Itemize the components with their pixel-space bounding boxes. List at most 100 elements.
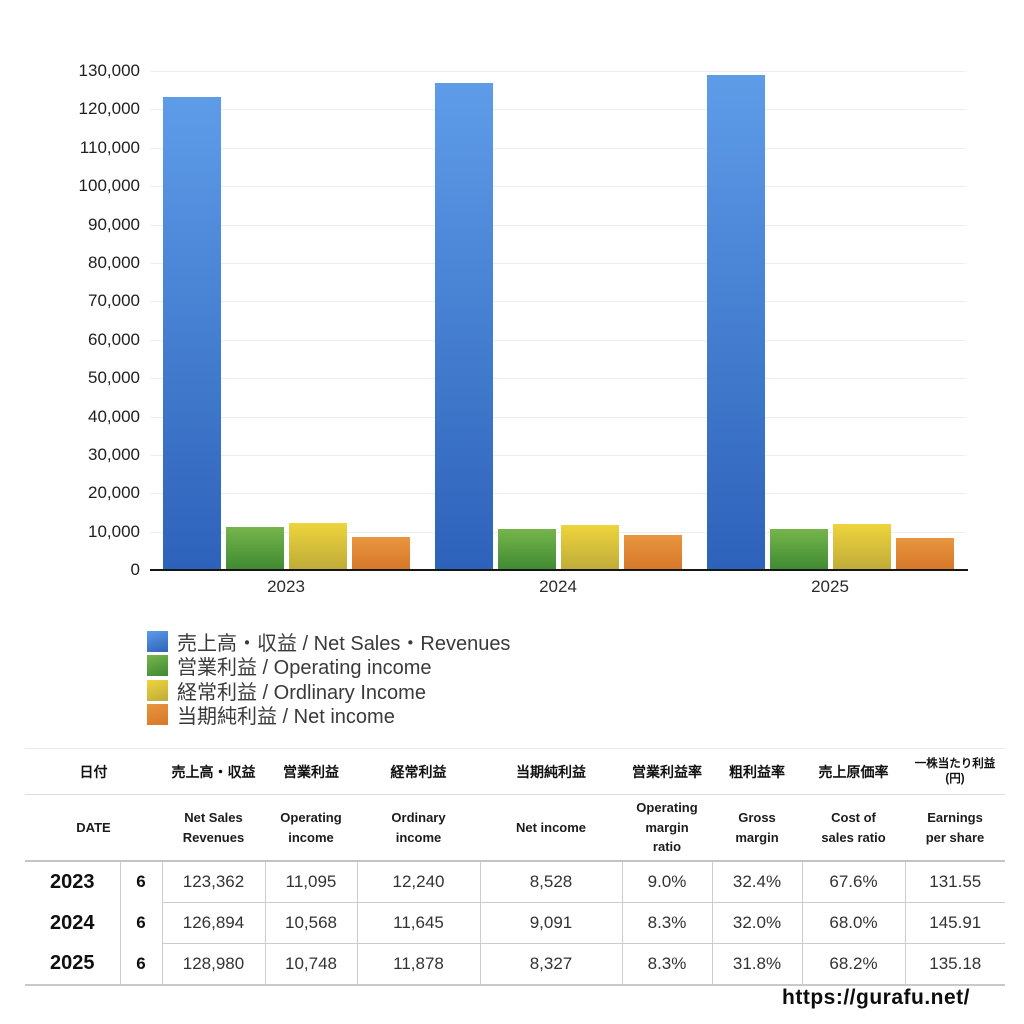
- table-header-jp-8: 売上原価率: [802, 748, 905, 795]
- table-header-en-5: Net income: [480, 794, 622, 862]
- site-url[interactable]: https://gurafu.net/: [782, 986, 970, 1009]
- y-axis-tick-label: 20,000: [88, 483, 140, 503]
- table-header-jp-1: 日付: [25, 748, 162, 795]
- bar-series3-2023: [288, 523, 347, 570]
- gridline: [150, 416, 966, 418]
- y-axis-tick-label: 130,000: [78, 61, 140, 80]
- table-header-jp-2: 売上高・収益: [162, 748, 265, 795]
- legend-swatch-icon: [147, 630, 168, 652]
- y-axis-tick-label: 90,000: [88, 214, 140, 234]
- cell-value-7: 68.0%: [801, 902, 905, 944]
- y-axis-tick-label: 40,000: [88, 406, 140, 426]
- bar-series3-2024: [560, 525, 619, 570]
- y-axis-tick-label: 60,000: [88, 329, 140, 349]
- table-header-jp-7: 粗利益率: [712, 748, 802, 795]
- bar-series3-2025: [832, 524, 891, 570]
- gridline: [150, 339, 966, 341]
- y-axis-tick-label: 10,000: [88, 521, 140, 541]
- cell-year: 2023: [50, 870, 95, 893]
- y-axis-tick-label: 110,000: [79, 137, 140, 157]
- legend-label: 営業利益 / Operating income: [177, 657, 432, 680]
- bar-series2-2023: [225, 527, 284, 570]
- bar-series1-2023: [162, 96, 221, 570]
- y-axis-tick-label: 120,000: [78, 99, 140, 119]
- x-axis-line: [150, 569, 968, 571]
- table-row-2024: 2024 6 126,894 10,568 11,645 9,091 8.3% 32.0% 68…: [25, 902, 1005, 944]
- table-header-en-2: Net Sales Revenues: [162, 794, 265, 862]
- cell-value-1: 128,980: [161, 943, 265, 986]
- bar-series4-2024: [623, 535, 682, 570]
- table-header-en-1: DATE: [25, 794, 162, 862]
- gridline: [150, 301, 966, 303]
- legend-label: 売上高・収益 / Net Sales・Revenues: [177, 632, 511, 655]
- table-header-jp-5: 当期純利益: [480, 748, 622, 795]
- bar-series2-2024: [497, 529, 556, 570]
- bar-series2-2025: [769, 528, 828, 570]
- legend-item-4: 当期純利益 / Net income: [147, 703, 510, 728]
- table-header-en-6: Operating margin ratio: [622, 794, 712, 862]
- table-header-jp-3: 営業利益: [265, 748, 357, 795]
- gridline: [150, 224, 966, 226]
- table-row-2023: 2023 6 123,362 11,095 12,240 8,528 9.0% 32.4% 67…: [25, 861, 1005, 903]
- legend-item-3: 経常利益 / Ordlinary Income: [147, 678, 510, 704]
- cell-value-2: 11,095: [264, 861, 357, 903]
- cell-value-6: 32.4%: [711, 861, 802, 903]
- cell-month: 6: [119, 902, 163, 944]
- chart-legend: 売上高・収益 / Net Sales・Revenues 営業利益 / Operat…: [147, 629, 511, 728]
- gridline: [150, 493, 966, 495]
- cell-month: 6: [119, 861, 163, 903]
- x-axis-tick-label: 2024: [539, 577, 577, 596]
- cell-value-7: 67.6%: [801, 861, 905, 903]
- legend-swatch-icon: [147, 679, 168, 701]
- cell-value-3: 12,240: [356, 861, 480, 903]
- cell-value-1: 123,362: [161, 861, 265, 903]
- legend-swatch-icon: [147, 655, 168, 677]
- table-header-en-3: Operating income: [265, 794, 357, 862]
- cell-value-4: 9,091: [479, 902, 622, 944]
- gridline: [150, 454, 966, 456]
- y-axis-tick-label: 0: [130, 560, 140, 579]
- cell-value-8: 145.91: [904, 902, 1005, 944]
- table-header-en-9: Earnings per share: [905, 794, 1005, 862]
- table-header-jp-4: 経常利益: [357, 748, 480, 795]
- cell-value-2: 10,568: [264, 902, 357, 944]
- cell-value-1: 126,894: [161, 902, 265, 944]
- table-header-en-8: Cost of sales ratio: [802, 794, 905, 862]
- y-axis-tick-label: 70,000: [88, 291, 140, 311]
- legend-item-2: 営業利益 / Operating income: [147, 654, 510, 679]
- legend-label: 当期純利益 / Net income: [177, 706, 395, 729]
- cell-month: 6: [119, 943, 163, 986]
- bar-series1-2024: [434, 82, 493, 570]
- cell-value-5: 8.3%: [621, 943, 712, 986]
- table-header-en-7: Gross margin: [712, 794, 802, 862]
- cell-year: 2024: [50, 911, 95, 934]
- cell-value-3: 11,878: [356, 943, 480, 986]
- cell-value-4: 8,327: [479, 943, 622, 986]
- gridline: [150, 71, 966, 72]
- gridline: [150, 378, 966, 380]
- cell-value-5: 8.3%: [621, 902, 712, 944]
- cell-value-6: 32.0%: [711, 902, 802, 944]
- cell-value-5: 9.0%: [621, 861, 712, 903]
- y-axis-tick-label: 30,000: [88, 444, 140, 464]
- table-header-jp-6: 営業利益率: [622, 748, 712, 795]
- financials-table: 日付 売上高・収益 営業利益 経常利益 当期純利益 営業利益率 粗利益率 売上原価率 一株当たり…: [25, 748, 1005, 986]
- legend-label: 経常利益 / Ordlinary Income: [177, 681, 426, 704]
- cell-value-4: 8,528: [479, 861, 622, 903]
- gridline: [150, 262, 966, 264]
- legend-swatch-icon: [147, 704, 168, 726]
- legend-item-1: 売上高・収益 / Net Sales・Revenues: [147, 629, 511, 655]
- y-axis-tick-label: 100,000: [78, 176, 140, 196]
- cell-value-8: 131.55: [904, 861, 1005, 903]
- table-header-jp-9: 一株当たり利益 (円): [905, 748, 1005, 795]
- gridline: [150, 147, 966, 149]
- cell-value-7: 68.2%: [801, 943, 905, 986]
- bar-series4-2025: [895, 538, 954, 570]
- cell-year: 2025: [25, 943, 120, 986]
- bar-series4-2023: [351, 537, 410, 570]
- x-axis-tick-label: 2025: [811, 577, 849, 596]
- gridline: [150, 531, 966, 533]
- cell-value-6: 31.8%: [711, 943, 802, 986]
- y-axis-tick-label: 50,000: [88, 368, 140, 388]
